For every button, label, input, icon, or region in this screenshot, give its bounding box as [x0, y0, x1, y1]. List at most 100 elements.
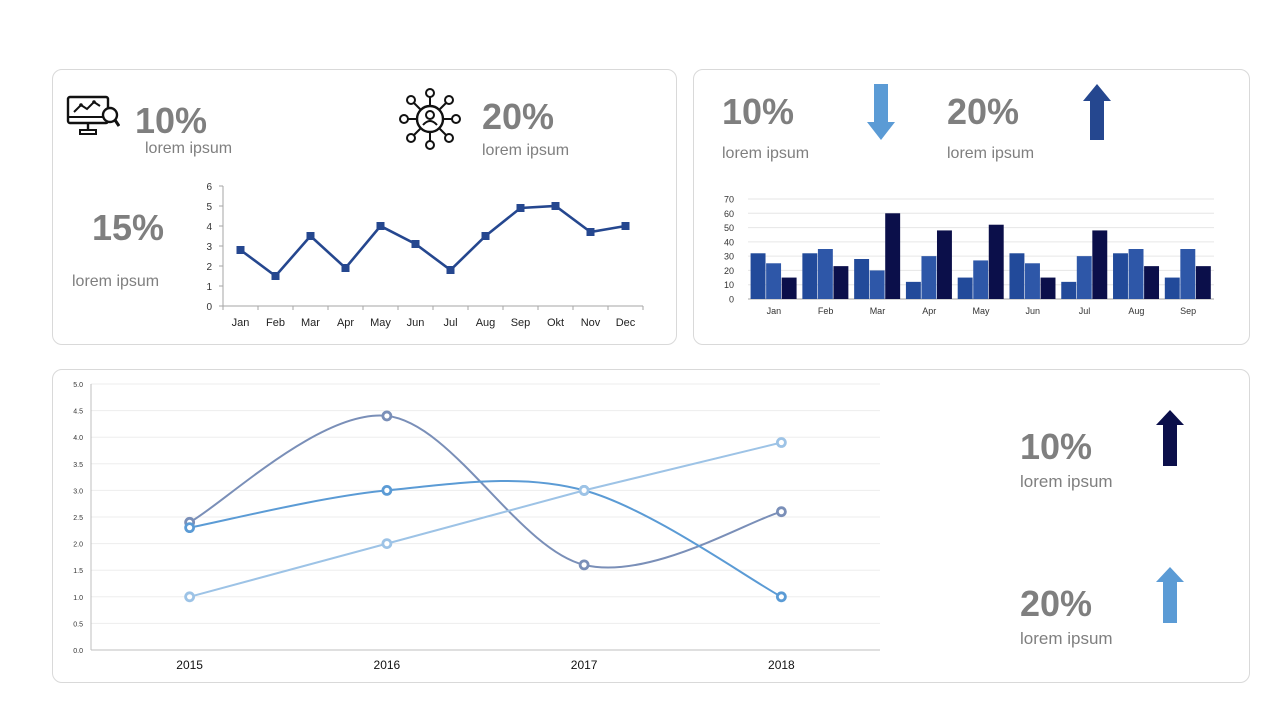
- bar: [988, 224, 1004, 299]
- data-point: [775, 506, 787, 518]
- bar: [1144, 266, 1160, 299]
- data-point: [621, 222, 630, 230]
- y-tick-label: 6: [206, 182, 212, 193]
- y-tick-label: 10: [724, 280, 734, 290]
- arrow-up-icon: [1156, 410, 1184, 466]
- data-point: [775, 591, 787, 603]
- yearly-line-chart: 0.0 0.5 1.0 1.5 2.0 2.5 3.0 3.5 4.0 4.5 5.0 2015 201…: [73, 382, 880, 672]
- y-tick-label: 2.0: [73, 542, 83, 549]
- bar: [1180, 249, 1196, 299]
- stat-label-monitor: lorem ipsum: [145, 140, 233, 157]
- data-point: [236, 246, 245, 254]
- bar: [802, 253, 818, 299]
- x-tick-label: Feb: [266, 317, 285, 329]
- y-tick-label: 1.5: [73, 568, 83, 575]
- monitor-analytics-icon: [66, 95, 120, 135]
- bar: [905, 281, 921, 299]
- y-tick-label: 0.0: [73, 648, 83, 655]
- y-tick-label: 0: [729, 295, 734, 305]
- y-tick-label: 60: [724, 209, 734, 219]
- x-tick-label: Apr: [337, 317, 354, 329]
- stat-label-up: lorem ipsum: [947, 145, 1035, 162]
- bar: [885, 213, 901, 299]
- x-tick-label: Jan: [767, 306, 782, 316]
- data-point: [381, 485, 393, 496]
- y-tick-label: 4.5: [73, 409, 83, 416]
- stat-label-light-arrow: lorem ipsum: [1020, 629, 1113, 648]
- x-tick-label: Aug: [1128, 306, 1144, 316]
- y-tick-label: 70: [724, 195, 734, 205]
- series-line: [189, 441, 782, 598]
- bar: [1076, 256, 1092, 299]
- data-point: [341, 264, 350, 272]
- y-tick-label: 3: [206, 242, 212, 253]
- y-tick-label: 50: [724, 223, 734, 233]
- y-tick-label: 1: [206, 282, 212, 293]
- x-tick-label: May: [972, 306, 990, 316]
- data-point: [516, 204, 525, 212]
- bar: [973, 260, 989, 299]
- monthly-line-chart: 0 1 2 3 4 5 6 Jan Feb Mar Apr May Jun Jul Aug Sep Okt Nov…: [206, 182, 644, 329]
- data-point: [578, 559, 590, 571]
- data-point: [184, 522, 196, 534]
- bar: [1009, 253, 1025, 299]
- y-tick-label: 20: [724, 266, 734, 276]
- x-tick-label: Feb: [818, 306, 834, 316]
- y-tick-label: 0: [206, 302, 212, 313]
- x-tick-label: Sep: [1180, 306, 1196, 316]
- data-point: [578, 485, 590, 496]
- bar: [1164, 277, 1180, 299]
- bar: [766, 263, 782, 299]
- bar: [817, 249, 833, 299]
- stat-value-chart: 15%: [92, 207, 165, 248]
- data-point: [184, 591, 196, 603]
- stat-value-monitor: 10%: [135, 100, 208, 141]
- y-tick-label: 4: [206, 222, 212, 233]
- y-tick-label: 5.0: [73, 382, 83, 389]
- bar: [1040, 277, 1056, 299]
- x-tick-label: May: [370, 317, 391, 329]
- bar: [921, 256, 937, 299]
- y-tick-label: 0.5: [73, 621, 83, 628]
- stat-label-dark-arrow: lorem ipsum: [1020, 472, 1113, 491]
- y-tick-label: 5: [206, 202, 212, 213]
- x-tick-label: Jun: [1026, 306, 1041, 316]
- data-point: [481, 232, 490, 240]
- bar: [1092, 230, 1108, 299]
- bar: [1128, 249, 1144, 299]
- arrow-up-icon: [1083, 84, 1111, 140]
- bar: [1113, 253, 1128, 299]
- data-point: [271, 272, 280, 280]
- stat-label-down: lorem ipsum: [722, 145, 810, 162]
- data-point: [775, 437, 787, 448]
- x-tick-label: 2017: [571, 658, 598, 672]
- x-tick-label: Jun: [407, 317, 425, 329]
- arrow-up-icon: [1156, 567, 1184, 623]
- stat-value-down: 10%: [722, 91, 795, 132]
- x-tick-label: Sep: [511, 317, 531, 329]
- stat-value-light-arrow: 20%: [1020, 583, 1093, 624]
- y-tick-label: 2.5: [73, 515, 83, 522]
- x-tick-label: Jul: [1079, 306, 1091, 316]
- y-tick-label: 4.0: [73, 435, 83, 442]
- x-tick-label: Okt: [547, 317, 564, 329]
- bar: [1025, 263, 1040, 299]
- arrow-down-icon: [867, 84, 895, 140]
- stat-value-dark-arrow: 10%: [1020, 426, 1093, 467]
- stat-label-chart: lorem ipsum: [72, 273, 160, 290]
- y-tick-label: 3.5: [73, 462, 83, 469]
- bar: [781, 277, 797, 299]
- series-line: [189, 414, 782, 569]
- x-tick-label: Apr: [922, 306, 936, 316]
- bar: [869, 270, 885, 299]
- bar: [1195, 266, 1211, 299]
- x-tick-label: Nov: [581, 317, 601, 329]
- stat-label-network: lorem ipsum: [482, 142, 570, 159]
- x-tick-label: 2016: [374, 658, 401, 672]
- data-point: [446, 266, 455, 274]
- bar: [854, 259, 870, 299]
- data-point: [381, 410, 393, 422]
- x-tick-label: Jan: [232, 317, 250, 329]
- y-tick-label: 40: [724, 237, 734, 247]
- network-user-icon: [399, 88, 461, 150]
